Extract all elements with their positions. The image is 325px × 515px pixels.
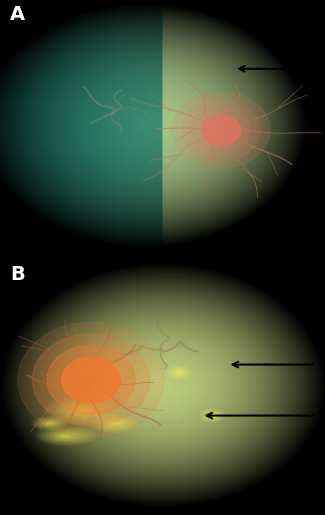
- Circle shape: [18, 322, 164, 437]
- Circle shape: [32, 334, 150, 426]
- Circle shape: [62, 357, 120, 403]
- Circle shape: [202, 115, 240, 145]
- Text: B: B: [10, 265, 24, 284]
- Circle shape: [192, 107, 250, 153]
- Circle shape: [172, 92, 270, 168]
- Circle shape: [47, 346, 135, 414]
- Circle shape: [182, 99, 260, 161]
- Text: A: A: [10, 5, 25, 24]
